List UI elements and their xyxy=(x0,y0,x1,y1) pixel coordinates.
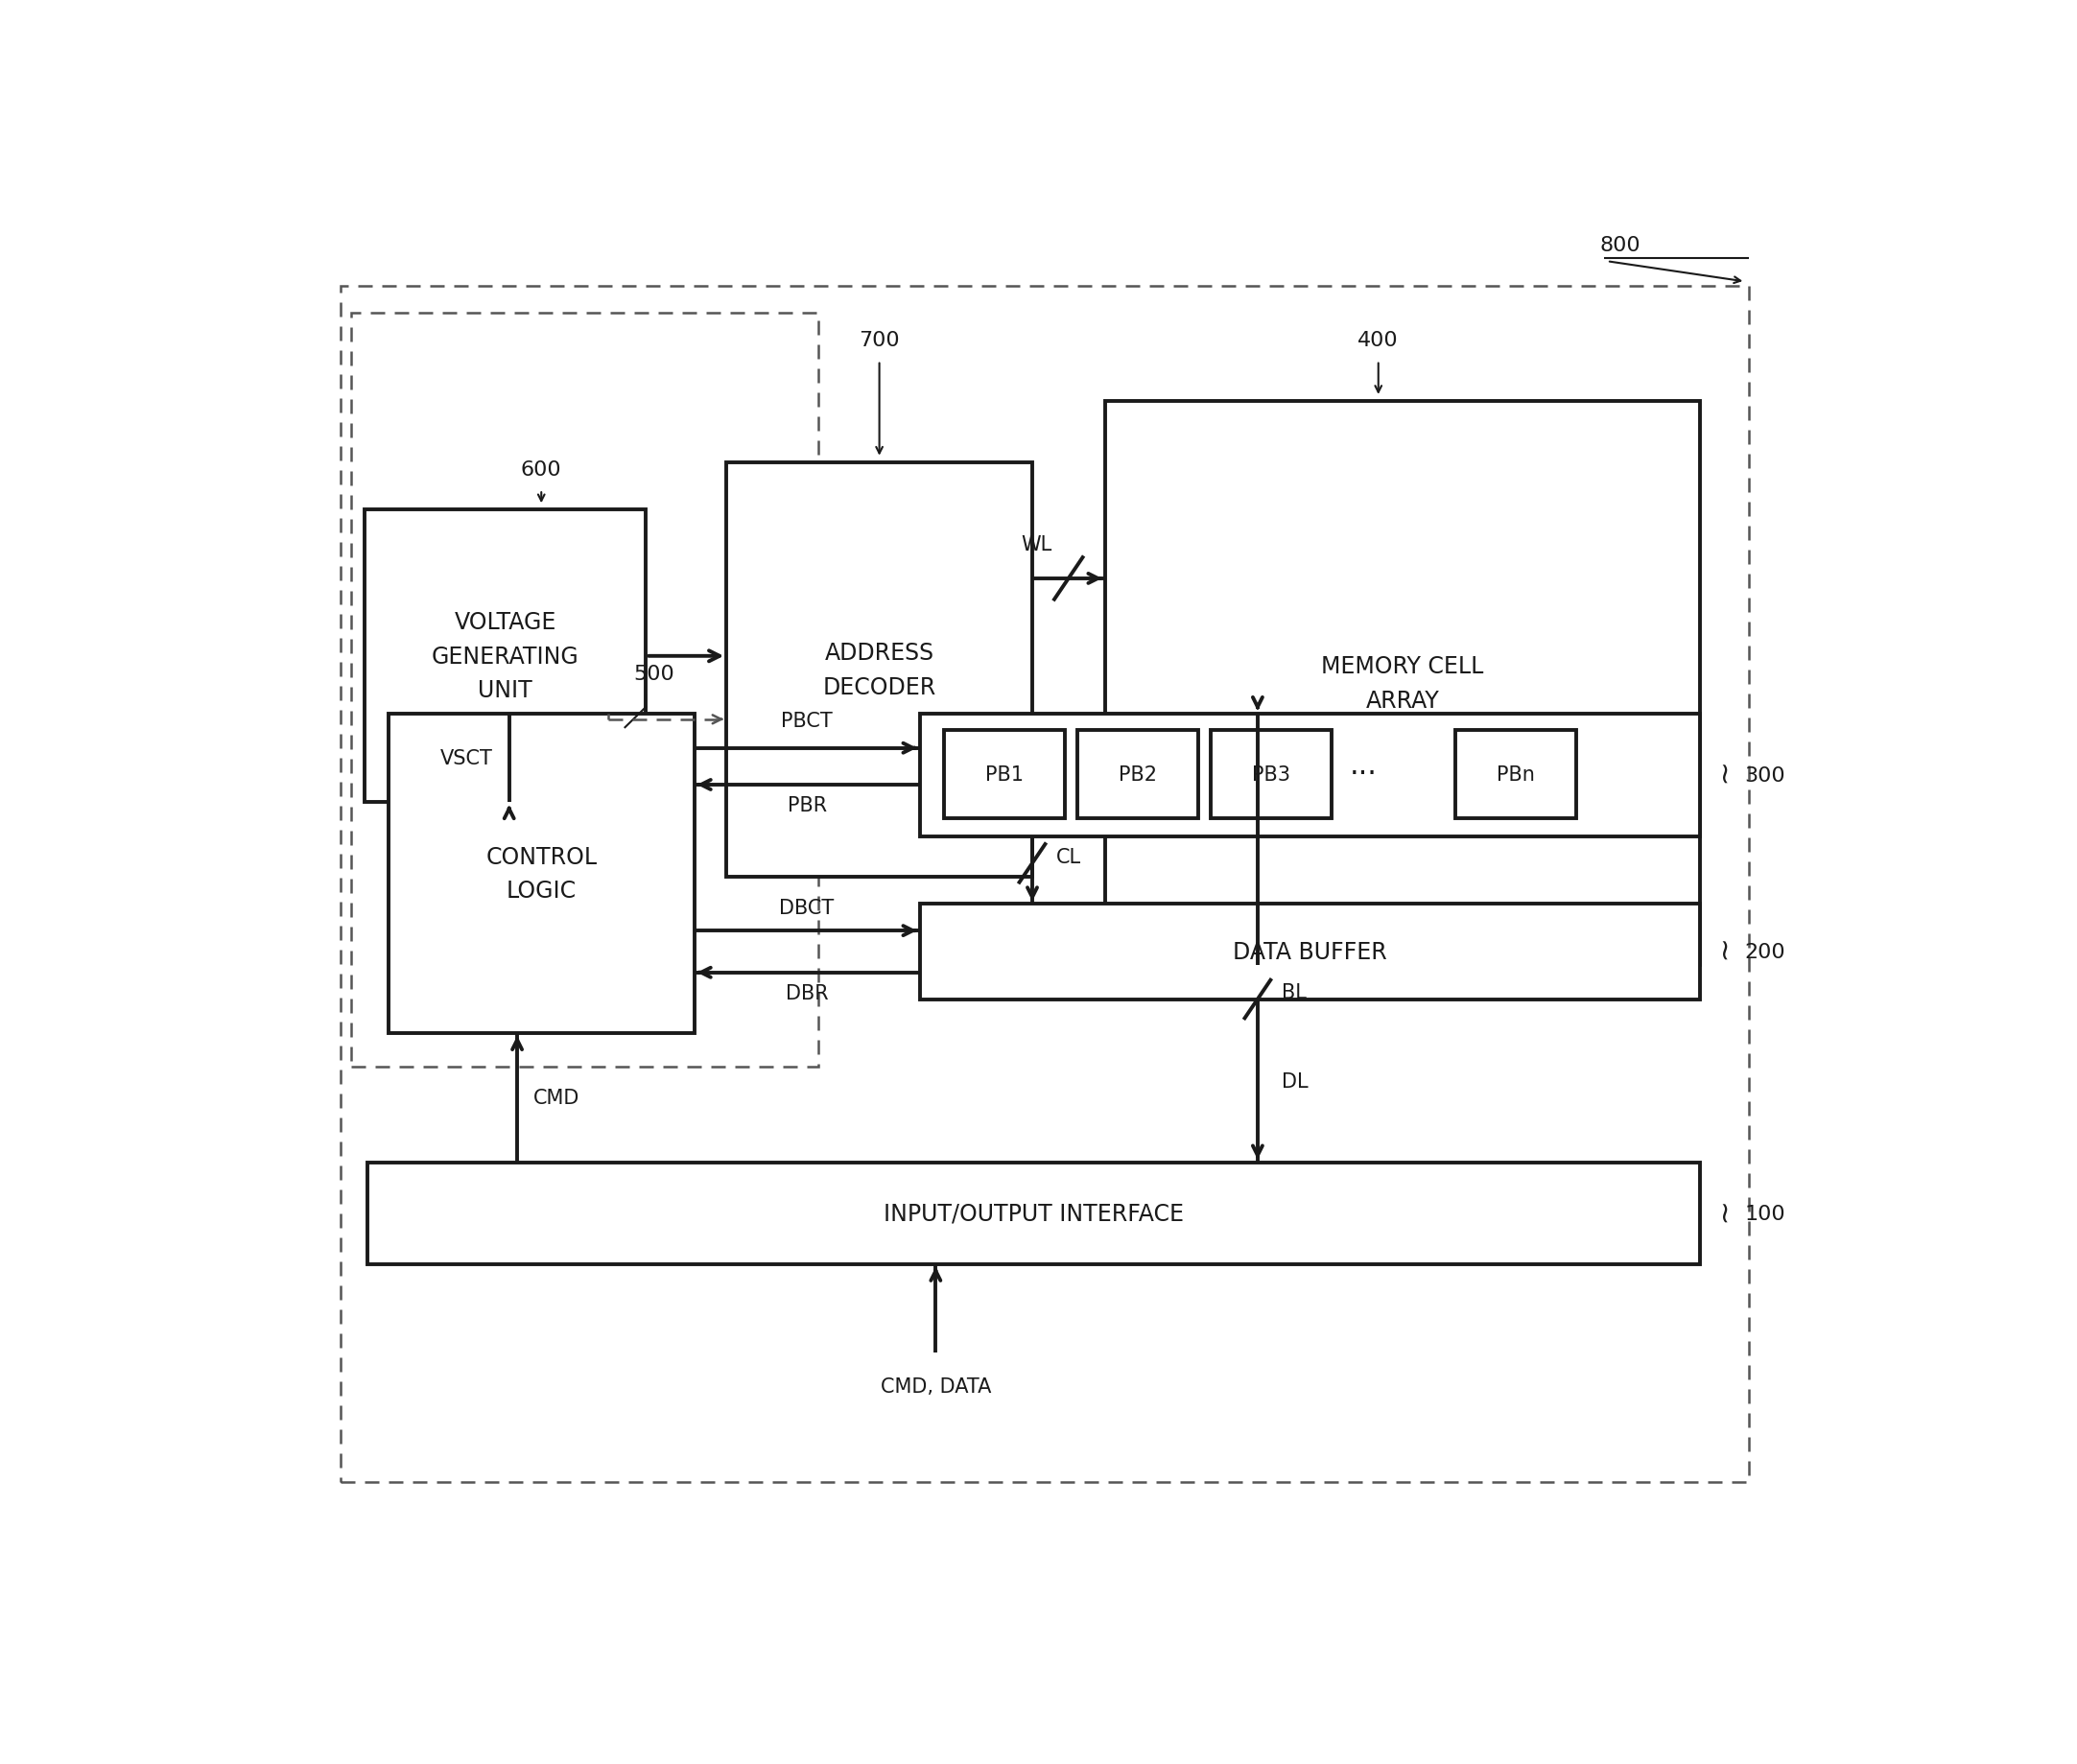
Bar xyxy=(920,714,1701,836)
Bar xyxy=(351,314,818,1067)
Bar xyxy=(363,510,646,803)
Text: 200: 200 xyxy=(1745,942,1784,961)
Text: PBR: PBR xyxy=(787,796,827,815)
Text: 500: 500 xyxy=(633,663,675,683)
Bar xyxy=(341,286,1749,1482)
Bar xyxy=(1456,730,1576,818)
Text: DBR: DBR xyxy=(785,984,829,1002)
Bar xyxy=(920,905,1701,1000)
Text: VSCT: VSCT xyxy=(440,748,492,767)
Text: DL: DL xyxy=(1282,1071,1309,1090)
Text: INPUT/OUTPUT INTERFACE: INPUT/OUTPUT INTERFACE xyxy=(883,1201,1184,1224)
Text: MEMORY CELL
ARRAY: MEMORY CELL ARRAY xyxy=(1321,654,1483,713)
Bar xyxy=(1211,730,1331,818)
Text: CMD, DATA: CMD, DATA xyxy=(881,1378,991,1397)
Text: WL: WL xyxy=(1022,534,1053,554)
Text: VOLTAGE
GENERATING
UNIT: VOLTAGE GENERATING UNIT xyxy=(432,610,579,702)
Text: PB1: PB1 xyxy=(984,766,1024,785)
Bar xyxy=(727,462,1032,877)
Text: ···: ··· xyxy=(1350,760,1377,789)
Text: DATA BUFFER: DATA BUFFER xyxy=(1234,940,1387,963)
Text: 300: 300 xyxy=(1745,766,1784,785)
Text: PB3: PB3 xyxy=(1252,766,1290,785)
Text: 800: 800 xyxy=(1599,236,1641,256)
Text: ~: ~ xyxy=(1705,940,1734,965)
Text: PBCT: PBCT xyxy=(781,711,833,730)
Bar xyxy=(943,730,1063,818)
Text: 600: 600 xyxy=(521,460,561,480)
Text: 400: 400 xyxy=(1358,332,1398,351)
Bar xyxy=(388,714,694,1034)
Text: CMD: CMD xyxy=(534,1088,579,1108)
Text: 700: 700 xyxy=(860,332,899,351)
Bar xyxy=(1105,402,1701,965)
Text: CONTROL
LOGIC: CONTROL LOGIC xyxy=(486,845,596,903)
Text: DBCT: DBCT xyxy=(779,898,835,917)
Text: 100: 100 xyxy=(1745,1205,1784,1224)
Text: CL: CL xyxy=(1057,847,1082,866)
Text: ADDRESS
DECODER: ADDRESS DECODER xyxy=(822,642,937,699)
Text: BL: BL xyxy=(1282,983,1306,1002)
Bar xyxy=(368,1162,1701,1265)
Text: ~: ~ xyxy=(1705,764,1734,787)
Text: PBn: PBn xyxy=(1498,766,1535,785)
Text: PB2: PB2 xyxy=(1120,766,1157,785)
Text: ~: ~ xyxy=(1705,1201,1734,1226)
Bar xyxy=(1078,730,1198,818)
